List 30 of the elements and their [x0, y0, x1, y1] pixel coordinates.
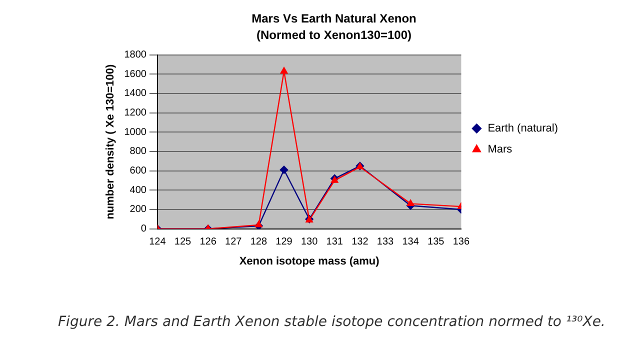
y-tick-label: 1800	[124, 50, 147, 61]
x-axis-title: Xenon isotope mass (amu)	[239, 255, 380, 268]
legend-label: Mars	[488, 144, 513, 156]
x-tick-label: 134	[402, 236, 420, 248]
x-tick-label: 133	[376, 236, 394, 248]
y-tick-label: 1600	[124, 68, 147, 80]
y-tick-label: 0	[140, 224, 147, 235]
y-tick-label: 400	[130, 184, 147, 196]
x-tick-label: 131	[326, 236, 344, 248]
chart-subtitle: (Normed to Xenon130=100)	[256, 28, 412, 42]
y-tick-label: 600	[130, 166, 147, 177]
legend-label: Earth (natural)	[488, 122, 558, 135]
y-tick-label: 800	[130, 146, 147, 158]
x-tick-label: 132	[352, 236, 369, 248]
x-tick-label: 136	[452, 236, 470, 248]
y-tick-label: 1200	[124, 108, 147, 119]
x-tick-label: 125	[174, 236, 192, 248]
caption: Figure 2. Mars and Earth Xenon stable isotope concentration normed to ¹³⁰Xe.	[58, 314, 606, 330]
x-tick-label: 135	[428, 236, 445, 248]
x-tick-label: 128	[250, 236, 268, 248]
y-axis-title: number density ( Xe 130=100)	[104, 64, 117, 220]
chart-title: Mars Vs Earth Natural Xenon	[252, 12, 416, 26]
y-tick-label: 200	[130, 204, 147, 216]
y-tick-label: 1000	[124, 126, 147, 138]
x-tick-label: 130	[300, 236, 318, 248]
y-tick-label: 1400	[124, 88, 147, 100]
x-tick-label: 127	[225, 236, 242, 248]
x-tick-label: 129	[276, 236, 293, 248]
x-tick-label: 124	[149, 236, 166, 248]
x-tick-label: 126	[200, 236, 217, 248]
